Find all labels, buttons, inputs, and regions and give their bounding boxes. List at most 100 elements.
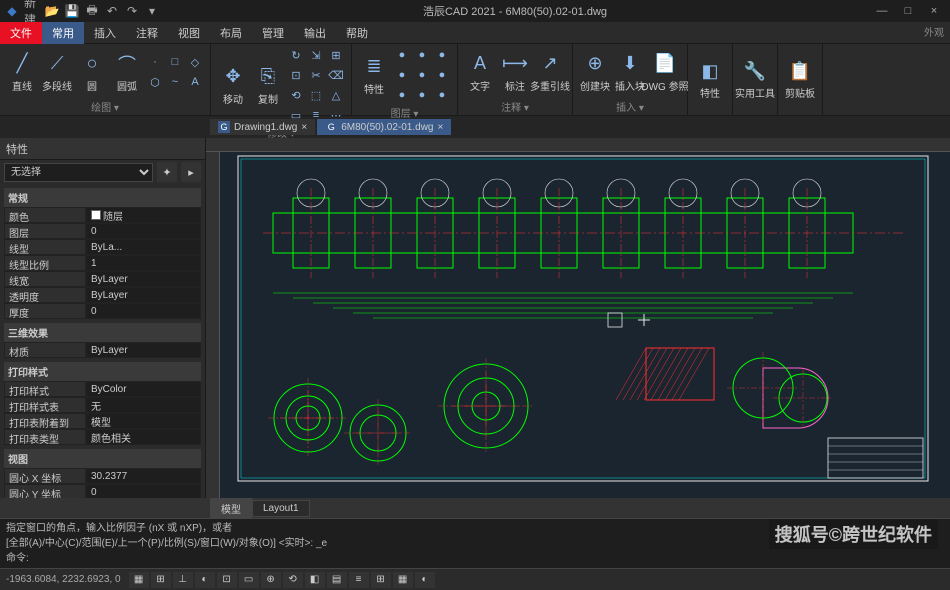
new-icon[interactable]: 新建 [24,3,40,19]
ribbon-button[interactable]: ⌒圆弧 [111,52,143,93]
property-row[interactable]: 线宽ByLayer [4,271,201,287]
print-icon[interactable]: 🖶 [84,3,100,19]
ribbon-button[interactable]: ◧特性 [694,59,726,100]
app-icon[interactable]: ◆ [4,3,20,19]
ribbon-button[interactable]: ○圆 [76,52,108,93]
tool-icon[interactable]: ● [393,46,411,64]
qat-dropdown-icon[interactable]: ▾ [144,3,160,19]
minimize-button[interactable]: — [870,2,894,20]
status-toggle-icon[interactable]: ⊡ [217,572,237,588]
ribbon-button[interactable]: 📄DWG 参照 [649,52,681,93]
property-row[interactable]: 打印样式表无 [4,397,201,413]
status-toggle-icon[interactable]: ⊞ [371,572,391,588]
tool-icon[interactable]: ● [413,86,431,104]
tool-icon[interactable]: □ [166,53,184,71]
maximize-button[interactable]: □ [896,2,920,20]
property-row[interactable]: 打印表附着到模型 [4,413,201,429]
ribbon-tab-home[interactable]: 常用 [42,22,84,44]
property-row[interactable]: 颜色随层 [4,207,201,223]
status-toggle-icon[interactable]: ▦ [393,572,413,588]
property-value[interactable]: 无 [86,397,201,413]
tool-icon[interactable]: ⇲ [307,46,325,64]
ribbon-button[interactable]: ⊕创建块 [579,52,611,93]
ribbon-button[interactable]: ✥移动 [217,65,249,106]
tool-icon[interactable]: ⬡ [146,73,164,91]
open-icon[interactable]: 📂 [44,3,60,19]
layout1-tab[interactable]: Layout1 [252,500,310,517]
tool-icon[interactable]: ● [393,66,411,84]
tool-icon[interactable]: ● [413,46,431,64]
ribbon-button[interactable]: ↗多重引线 [534,52,566,93]
ribbon-tab-insert[interactable]: 插入 [84,22,126,44]
ribbon-button[interactable]: 🔧实用工具 [739,59,771,100]
ribbon-button[interactable]: 📋剪贴板 [784,59,816,100]
selection-dropdown[interactable]: 无选择 [4,163,153,182]
property-value[interactable]: 随层 [86,207,201,223]
command-line[interactable]: 指定窗口的角点，输入比例因子 (nX 或 nXP)，或者 [全部(A)/中心(C… [0,518,950,568]
property-row[interactable]: 图层0 [4,223,201,239]
appearance-label[interactable]: 外观 [924,24,944,39]
property-value[interactable]: ByLayer [86,271,201,287]
ribbon-button[interactable]: ⎘复制 [252,65,284,106]
redo-icon[interactable]: ↷ [124,3,140,19]
tool-icon[interactable]: ⌫ [327,66,345,84]
ribbon-button[interactable]: ⟋多段线 [41,52,73,93]
tool-icon[interactable]: ● [433,66,451,84]
property-value[interactable]: ByLayer [86,342,201,358]
tool-icon[interactable]: ● [433,46,451,64]
property-group-header[interactable]: 常规 [4,188,201,207]
property-group-header[interactable]: 视图 [4,449,201,468]
property-value[interactable]: 模型 [86,413,201,429]
ribbon-tab-manage[interactable]: 管理 [252,22,294,44]
tool-icon[interactable]: ↻ [287,46,305,64]
status-toggle-icon[interactable]: ⊕ [261,572,281,588]
close-button[interactable]: × [922,2,946,20]
ribbon-button[interactable]: ≣特性 [358,55,390,96]
tool-icon[interactable]: ⊡ [287,66,305,84]
model-tab[interactable]: 模型 [210,498,252,519]
property-value[interactable]: ByLayer [86,287,201,303]
status-toggle-icon[interactable]: ⟲ [283,572,303,588]
pick-icon[interactable]: ▸ [181,162,201,182]
property-value[interactable]: 0 [86,484,201,498]
property-value[interactable]: ByColor [86,381,201,397]
tool-icon[interactable]: ~ [166,73,184,91]
property-row[interactable]: 打印样式ByColor [4,381,201,397]
file-tab[interactable]: 文件 [0,22,42,44]
undo-icon[interactable]: ↶ [104,3,120,19]
tool-icon[interactable]: △ [327,86,345,104]
status-toggle-icon[interactable]: ◐ [415,572,435,588]
status-toggle-icon[interactable]: ⊥ [173,572,193,588]
property-value[interactable]: ByLa... [86,239,201,255]
status-toggle-icon[interactable]: ≡ [349,572,369,588]
tool-icon[interactable]: ✂ [307,66,325,84]
tool-icon[interactable]: ● [413,66,431,84]
tool-icon[interactable]: ◇ [186,53,204,71]
quick-select-icon[interactable]: ✦ [157,162,177,182]
ribbon-tab-layout[interactable]: 布局 [210,22,252,44]
property-row[interactable]: 线型比例1 [4,255,201,271]
ribbon-tab-view[interactable]: 视图 [168,22,210,44]
status-toggle-icon[interactable]: ▭ [239,572,259,588]
ribbon-button[interactable]: A文字 [464,52,496,93]
document-tab[interactable]: G6M80(50).02-01.dwg× [317,119,451,135]
tool-icon[interactable]: ● [393,86,411,104]
tool-icon[interactable]: ⊞ [327,46,345,64]
property-row[interactable]: 圆心 Y 坐标0 [4,484,201,498]
property-row[interactable]: 打印表类型颜色相关 [4,429,201,445]
property-value[interactable]: 1 [86,255,201,271]
tool-icon[interactable]: A [186,73,204,91]
property-value[interactable]: 30.2377 [86,468,201,484]
status-toggle-icon[interactable]: ▦ [129,572,149,588]
property-value[interactable]: 0 [86,303,201,319]
ribbon-tab-output[interactable]: 输出 [294,22,336,44]
property-row[interactable]: 材质ByLayer [4,342,201,358]
status-toggle-icon[interactable]: ▤ [327,572,347,588]
status-toggle-icon[interactable]: ◧ [305,572,325,588]
tool-icon[interactable]: ⟲ [287,86,305,104]
ribbon-button[interactable]: ╱直线 [6,52,38,93]
property-value[interactable]: 0 [86,223,201,239]
property-row[interactable]: 线型ByLa... [4,239,201,255]
drawing-canvas[interactable] [206,138,950,498]
save-icon[interactable]: 💾 [64,3,80,19]
